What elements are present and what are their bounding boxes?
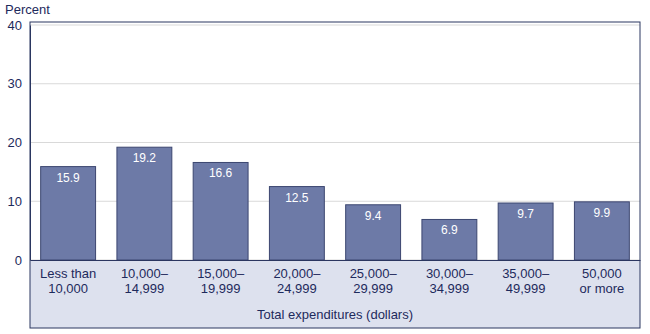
x-tick-label-line: 30,000– xyxy=(426,266,474,281)
y-tick: 0 xyxy=(15,253,30,268)
bar xyxy=(498,203,553,260)
bar xyxy=(346,205,401,260)
x-tick-label-line: 34,999 xyxy=(429,281,469,296)
x-axis: Less than10,000 10,000–14,999 15,000–19,99… xyxy=(31,260,641,296)
x-tick-label: 25,000–29,999 xyxy=(350,266,398,296)
x-tick-label: 50,000or more xyxy=(579,266,624,296)
frame xyxy=(30,22,640,328)
data-label: 16.6 xyxy=(209,166,233,180)
y-tick-label: 0 xyxy=(15,253,22,268)
x-tick: 35,000–49,999 xyxy=(502,260,550,296)
x-tick-label: 15,000–19,999 xyxy=(197,266,245,296)
x-tick-label-line: 20,000– xyxy=(273,266,321,281)
grid-line xyxy=(30,25,640,26)
bar xyxy=(269,187,324,260)
x-tick-label: 20,000–24,999 xyxy=(273,266,321,296)
grid-line xyxy=(30,83,640,84)
x-tick: 30,000–34,999 xyxy=(426,260,474,296)
x-axis-title: Total expenditures (dollars) xyxy=(257,307,413,322)
y-tick-label: 10 xyxy=(8,194,22,209)
y-tick: 20 xyxy=(8,135,30,150)
x-tick-label-line: 49,999 xyxy=(506,281,546,296)
x-tick-label-line: 25,000– xyxy=(350,266,398,281)
y-tick: 40 xyxy=(8,18,30,33)
x-tick-label-line: 29,999 xyxy=(353,281,393,296)
y-tick-label: 20 xyxy=(8,135,22,150)
data-label: 6.9 xyxy=(441,223,458,237)
x-tick-label-line: 14,999 xyxy=(124,281,164,296)
x-tick-label-line: 24,999 xyxy=(277,281,317,296)
bar xyxy=(41,167,96,260)
x-tick-label: Less than10,000 xyxy=(40,266,96,296)
data-label: 9.7 xyxy=(517,207,534,221)
grid-line xyxy=(30,142,640,143)
bar xyxy=(193,162,248,260)
data-label: 19.2 xyxy=(133,151,157,165)
data-labels: 15.9 19.2 16.6 12.5 9.4 6.9 9.7 9.9 xyxy=(56,151,610,237)
y-tick-label: 40 xyxy=(8,18,22,33)
data-label: 9.9 xyxy=(594,206,611,220)
x-axis-line xyxy=(31,260,641,261)
x-tick-label-line: 10,000– xyxy=(121,266,169,281)
bars xyxy=(41,147,630,260)
x-tick: 50,000or more xyxy=(579,260,624,296)
y-axis: 0 10 20 30 40 xyxy=(8,18,31,268)
x-tick: 25,000–29,999 xyxy=(350,260,398,296)
x-tick-label: 35,000–49,999 xyxy=(502,266,550,296)
x-tick-label-line: 19,999 xyxy=(201,281,241,296)
x-tick-label-line: Less than xyxy=(40,266,96,281)
x-tick-label-line: or more xyxy=(579,281,624,296)
y-axis-title: Percent xyxy=(5,2,50,17)
bar xyxy=(422,219,477,260)
x-tick-label-line: 35,000– xyxy=(502,266,550,281)
x-tick-label-line: 10,000 xyxy=(48,281,88,296)
x-tick-label: 10,000–14,999 xyxy=(121,266,169,296)
x-tick-label: 30,000–34,999 xyxy=(426,266,474,296)
x-tick: 20,000–24,999 xyxy=(273,260,321,296)
chart: 15.9 19.2 16.6 12.5 9.4 6.9 9.7 9.9 0 10 20 30 40 Les… xyxy=(0,0,650,334)
y-tick-label: 30 xyxy=(8,76,22,91)
data-label: 12.5 xyxy=(285,191,309,205)
grid xyxy=(30,25,640,260)
data-label: 15.9 xyxy=(56,171,80,185)
x-tick: Less than10,000 xyxy=(40,260,96,296)
x-tick-label-line: 50,000 xyxy=(582,266,622,281)
y-tick: 10 xyxy=(8,194,30,209)
x-tick: 15,000–19,999 xyxy=(197,260,245,296)
data-label: 9.4 xyxy=(365,209,382,223)
bar xyxy=(574,202,629,260)
bar xyxy=(117,147,172,260)
x-tick: 10,000–14,999 xyxy=(121,260,169,296)
label-panel xyxy=(30,260,640,328)
x-tick-label-line: 15,000– xyxy=(197,266,245,281)
y-tick: 30 xyxy=(8,76,30,91)
